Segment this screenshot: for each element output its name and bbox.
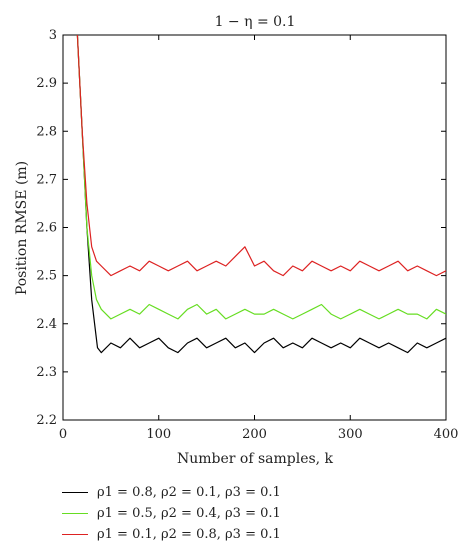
x-tick-label: 300	[338, 427, 363, 442]
series-line-1	[76, 35, 446, 320]
x-tick-label: 200	[242, 427, 267, 442]
x-tick-label: 400	[434, 427, 459, 442]
legend-item-0: ρ1 = 0.8, ρ2 = 0.1, ρ3 = 0.1	[62, 482, 281, 503]
y-tick-label: 2.5	[36, 269, 57, 284]
series-line-0	[76, 35, 446, 354]
legend: ρ1 = 0.8, ρ2 = 0.1, ρ3 = 0.1 ρ1 = 0.5, ρ…	[62, 482, 281, 545]
y-tick-label: 2.2	[36, 413, 57, 428]
x-axis: 0 100 200 300 400	[59, 35, 459, 442]
chart: 1 − η = 0.1 0 100 200 300 400 2.22.32.42.52.…	[14, 14, 459, 467]
legend-swatch-0	[62, 492, 88, 493]
legend-label-1: ρ1 = 0.5, ρ2 = 0.4, ρ3 = 0.1	[97, 506, 281, 521]
legend-item-1: ρ1 = 0.5, ρ2 = 0.4, ρ3 = 0.1	[62, 503, 281, 524]
x-axis-label: Number of samples, k	[177, 451, 334, 467]
y-tick-label: 2.3	[36, 365, 57, 380]
y-tick-label: 2.9	[36, 76, 57, 91]
series-line-2	[76, 35, 446, 277]
y-tick-label: 3	[49, 28, 57, 43]
y-tick-label: 2.4	[36, 317, 57, 332]
plot-frame	[62, 34, 447, 421]
y-tick-label: 2.7	[36, 172, 57, 187]
y-axis: 2.2 2.3 2.4 2.5 2.6 2.7 2.8 2.9 3	[36, 28, 446, 428]
y-tick-label: 2.8	[36, 124, 57, 139]
legend-label-0: ρ1 = 0.8, ρ2 = 0.1, ρ3 = 0.1	[97, 485, 281, 500]
x-tick-label: 0	[59, 427, 67, 442]
y-axis-label: Position RMSE (m)	[14, 161, 30, 295]
x-tick-label: 100	[146, 427, 171, 442]
legend-swatch-2	[62, 534, 88, 535]
y-tick-label: 2.6	[36, 221, 57, 236]
legend-item-2: ρ1 = 0.1, ρ2 = 0.8, ρ3 = 0.1	[62, 524, 281, 545]
legend-label-2: ρ1 = 0.1, ρ2 = 0.8, ρ3 = 0.1	[97, 527, 281, 542]
chart-title: 1 − η = 0.1	[215, 14, 296, 30]
legend-swatch-1	[62, 513, 88, 514]
series-layer	[76, 35, 446, 354]
